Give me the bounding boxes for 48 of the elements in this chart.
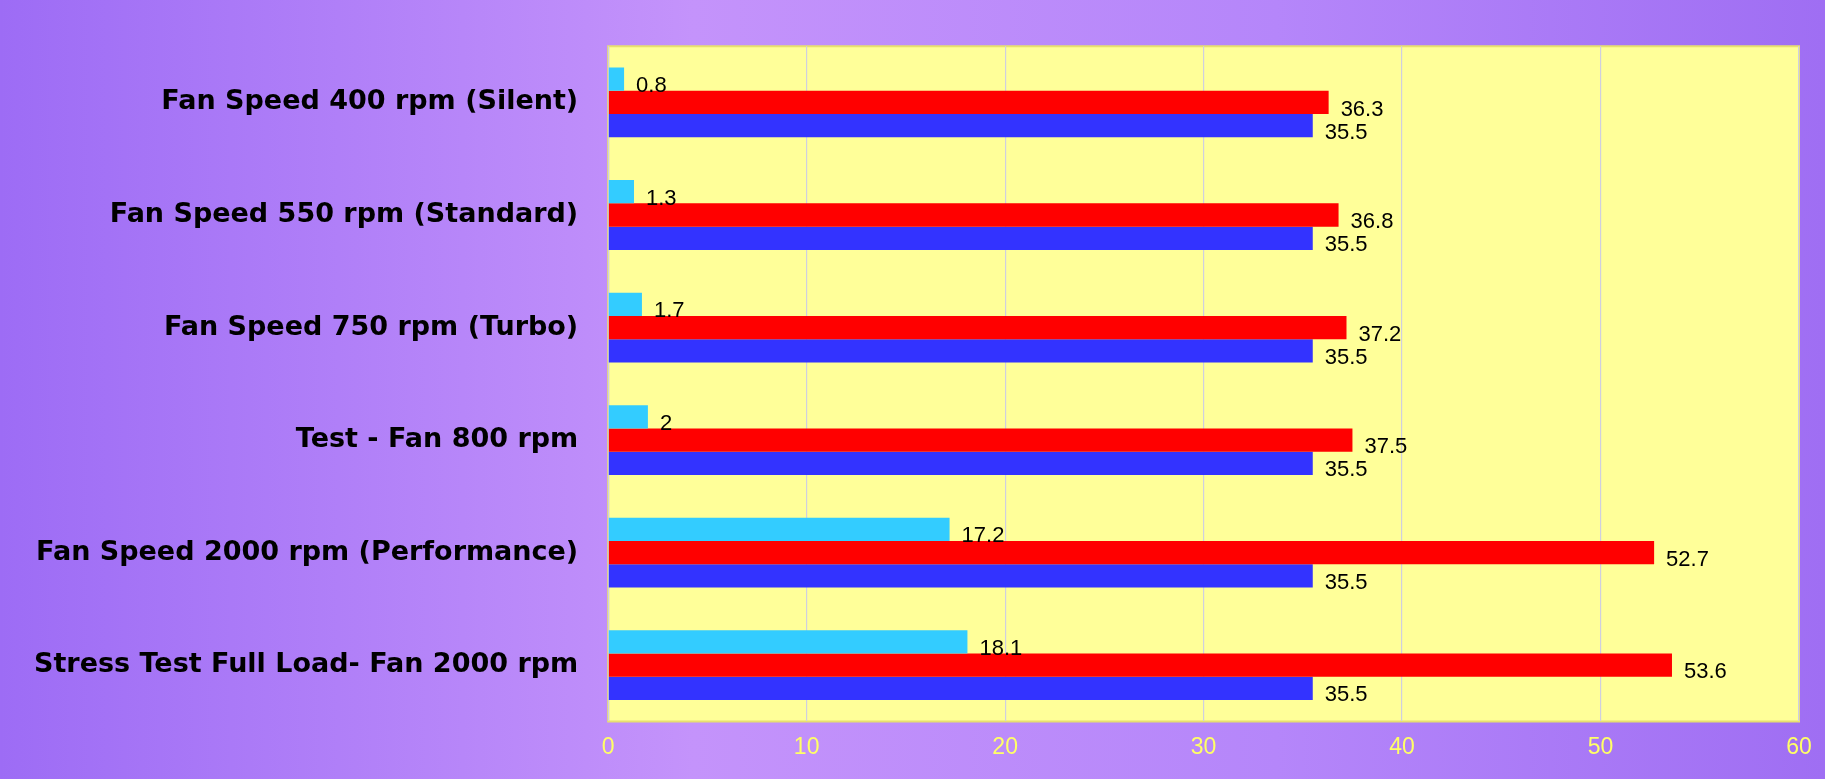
data-label: 36.3 [1340,95,1384,121]
x-tick-label: 40 [1389,732,1415,759]
bar [608,630,968,654]
data-label: 36.8 [1350,208,1394,234]
y-tick-label: Fan Speed 750 rpm (Turbo) [163,309,579,341]
data-label: 0.8 [636,72,667,98]
bar [608,292,642,316]
y-tick-label: Fan Speed 550 rpm (Standard) [109,197,579,229]
x-tick-label: 20 [992,732,1018,759]
bar [608,90,1329,115]
x-tick-label: 30 [1190,732,1217,759]
data-label: 1.7 [653,297,685,323]
y-tick-label: Stress Test Full Load- Fan 2000 rpm [33,647,579,679]
data-label: 2 [659,409,673,435]
data-label: 35.5 [1324,231,1368,257]
data-label: 37.5 [1364,433,1408,459]
bar [608,114,1313,138]
x-tick-label: 0 [601,732,615,759]
bar [608,676,1313,701]
x-tick-label: 10 [793,732,820,759]
data-label: 37.2 [1358,320,1402,346]
x-tick-label: 60 [1786,732,1812,759]
data-label: 35.5 [1324,343,1368,369]
bar [608,203,1339,227]
bar [608,564,1313,588]
bar [608,517,950,541]
bar [608,339,1313,363]
bar [608,67,625,91]
bar [608,226,1313,250]
data-label: 52.7 [1666,545,1709,571]
bar [608,405,648,429]
bar [608,540,1655,565]
y-tick-label: Test - Fan 800 rpm [295,422,579,454]
data-label: 18.1 [979,634,1023,660]
data-label: 35.5 [1324,456,1368,482]
x-tick-label: 50 [1587,732,1614,759]
bar [608,180,635,204]
data-label: 53.6 [1683,658,1727,684]
bar [608,451,1313,475]
data-label: 35.5 [1324,568,1368,594]
bar [608,428,1353,452]
data-label: 35.5 [1324,118,1368,144]
y-tick-label: Fan Speed 400 rpm (Silent) [161,84,579,116]
data-label: 17.2 [961,522,1005,548]
bar [608,315,1347,340]
data-label: 35.5 [1324,681,1368,707]
y-tick-label: Fan Speed 2000 rpm (Performance) [36,534,579,566]
bar [608,653,1672,677]
